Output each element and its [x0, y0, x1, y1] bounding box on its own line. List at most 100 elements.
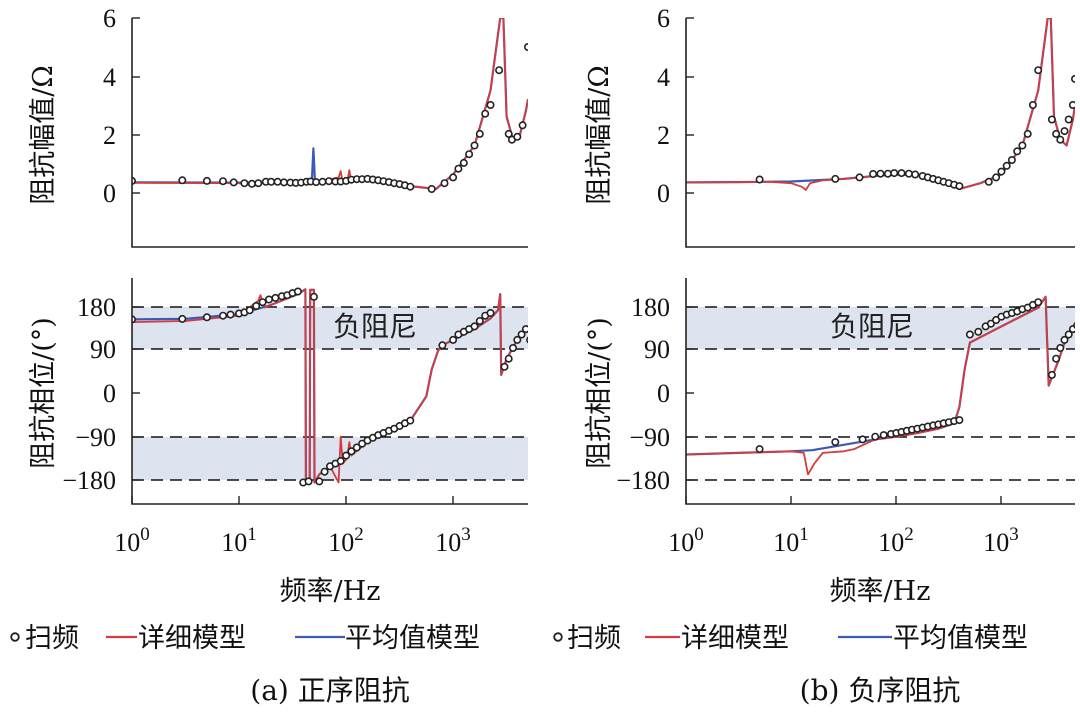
magnitude-scan-point	[1002, 161, 1011, 170]
negative-damping-label: 负阻尼	[830, 310, 914, 343]
phase-scan-point	[1073, 321, 1075, 329]
magnitude-scan-point	[1068, 101, 1075, 109]
phase-scan-point	[986, 319, 995, 328]
magnitude-scan-point	[470, 141, 479, 150]
magnitude-scan-point	[1064, 115, 1073, 124]
magnitude-scan-point	[486, 101, 495, 110]
phase-scan-point	[508, 343, 517, 352]
phase-ylabel: 阻抗相位/(°)	[28, 317, 59, 469]
magnitude-ylabel: 阻抗幅值/Ω	[584, 65, 615, 204]
phase-scan-point	[202, 313, 211, 322]
magnitude-scan-point	[897, 169, 906, 178]
magnitude-scan-point	[406, 182, 415, 191]
magnitude-scan-point	[876, 169, 885, 178]
caption-b: (b) 负序阻抗	[800, 674, 961, 707]
magnitude-scan-point	[465, 150, 474, 159]
phase-scan-point	[871, 432, 880, 441]
magnitude-scan-point	[911, 170, 920, 179]
magnitude-b-axes	[685, 18, 1075, 248]
magnitude-scan-point	[254, 179, 263, 188]
phase-scan-point	[271, 293, 280, 302]
magnitude-scan-point	[459, 158, 468, 167]
magnitude-detailed-model-line	[686, 18, 1075, 191]
ytick-label: 0	[657, 179, 670, 208]
magnitude-scan-point	[481, 109, 490, 118]
phase-scan-point	[1052, 354, 1061, 363]
phase-scan-point	[486, 308, 495, 317]
phase-scan-point	[320, 467, 329, 476]
panel-a: 6 4 2 0 阻抗幅值/Ω 负阻尼 180 90 0 −90 −	[10, 4, 528, 707]
phase-scan-point	[517, 330, 526, 339]
panel-b: 6 4 2 0 阻抗幅值/Ω 负阻尼 180 90 0 −90 −180 阻抗	[553, 4, 1075, 707]
magnitude-scan-point	[1034, 66, 1043, 75]
phase-scan-point	[470, 322, 479, 331]
magnitude-scan-point	[904, 169, 913, 178]
legend-label-detailed: 详细模型	[138, 623, 246, 654]
ytick-label: 2	[657, 121, 670, 150]
legend-label-detailed: 详细模型	[681, 623, 789, 654]
ytick-label: 4	[657, 63, 670, 92]
phase-scan-point	[252, 301, 261, 310]
legend-marker-scan	[553, 632, 563, 642]
magnitude-scan-point	[495, 66, 504, 75]
magnitude-scan-point	[513, 132, 522, 141]
phase-scan-point	[342, 451, 351, 460]
magnitude-scan-point	[518, 121, 527, 130]
magnitude-scan-point	[855, 173, 864, 182]
magnitude-scan-point	[1028, 101, 1037, 110]
phase-scan-point	[1060, 335, 1069, 344]
magnitude-scan-point	[202, 176, 211, 185]
phase-scan-point	[347, 447, 356, 456]
magnitude-scan-point	[240, 179, 249, 188]
magnitude-scan-point	[1013, 147, 1022, 156]
phase-scan-point	[219, 311, 228, 320]
ytick-label: 90	[90, 335, 116, 364]
phase-scan-point	[226, 310, 235, 319]
phase-scan-point	[504, 354, 513, 363]
xtick-label: 103	[435, 524, 471, 557]
magnitude-scan-point	[312, 178, 321, 187]
phase-scan-point	[245, 306, 254, 315]
xtick-label: 101	[221, 524, 257, 557]
magnitude-ylabel: 阻抗幅值/Ω	[28, 65, 59, 204]
phase-scan-point	[309, 292, 318, 301]
magnitude-scan-point	[984, 177, 993, 186]
magnitude-scan-point	[247, 179, 256, 188]
caption-a: (a) 正序阻抗	[250, 674, 409, 707]
magnitude-scan-point	[883, 169, 892, 178]
magnitude-scan-point	[831, 174, 840, 183]
phase-scan-point	[965, 330, 974, 339]
ytick-label: 0	[103, 179, 116, 208]
phase-scan-point	[526, 336, 528, 344]
magnitude-scan-point	[869, 170, 878, 179]
magnitude-a-axes	[131, 18, 528, 248]
phase-scan-point	[352, 443, 361, 452]
xtick-label: 101	[773, 524, 809, 557]
magnitude-detailed-model-line	[132, 18, 528, 190]
phase-scan-point	[521, 325, 528, 334]
magnitude-plot-a: 6 4 2 0 阻抗幅值/Ω	[28, 4, 528, 248]
phase-plot-a: 负阻尼 180 90 0 −90 −180 阻抗相位/(°) 100 101 1…	[28, 278, 528, 607]
magnitude-scan-point	[755, 175, 764, 184]
ytick-label: −180	[62, 466, 116, 495]
ytick-label: 4	[103, 63, 116, 92]
negative-damping-label: 负阻尼	[333, 310, 417, 343]
phase-scan-point	[258, 298, 267, 307]
magnitude-scan-point	[273, 177, 282, 186]
phase-scan-point	[831, 438, 840, 447]
ytick-label: 180	[631, 293, 670, 322]
phase-scan-point	[879, 431, 888, 440]
phase-detailed-model-line	[132, 288, 528, 484]
magnitude-scan-point	[992, 173, 1001, 182]
phase-scan-point	[755, 445, 764, 454]
ytick-label: 6	[657, 4, 670, 33]
magnitude-scan-point	[1052, 129, 1061, 138]
xtick-label: 102	[328, 524, 364, 557]
ytick-label: 6	[103, 4, 116, 33]
ytick-label: −90	[75, 423, 116, 452]
legend-label-scan: 扫频	[567, 623, 621, 654]
magnitude-scan-point	[1056, 135, 1065, 144]
magnitude-scan-point	[454, 164, 463, 173]
phase-scan-point	[858, 435, 867, 444]
